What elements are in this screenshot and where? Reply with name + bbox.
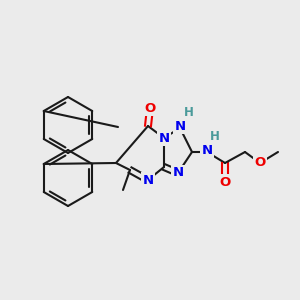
Text: O: O xyxy=(144,101,156,115)
Text: O: O xyxy=(254,157,266,169)
Text: N: N xyxy=(172,167,184,179)
Text: N: N xyxy=(142,173,154,187)
Text: O: O xyxy=(219,176,231,188)
Text: N: N xyxy=(174,119,186,133)
Text: H: H xyxy=(210,130,220,143)
Text: H: H xyxy=(184,106,194,119)
Text: N: N xyxy=(201,143,213,157)
Text: N: N xyxy=(158,131,169,145)
